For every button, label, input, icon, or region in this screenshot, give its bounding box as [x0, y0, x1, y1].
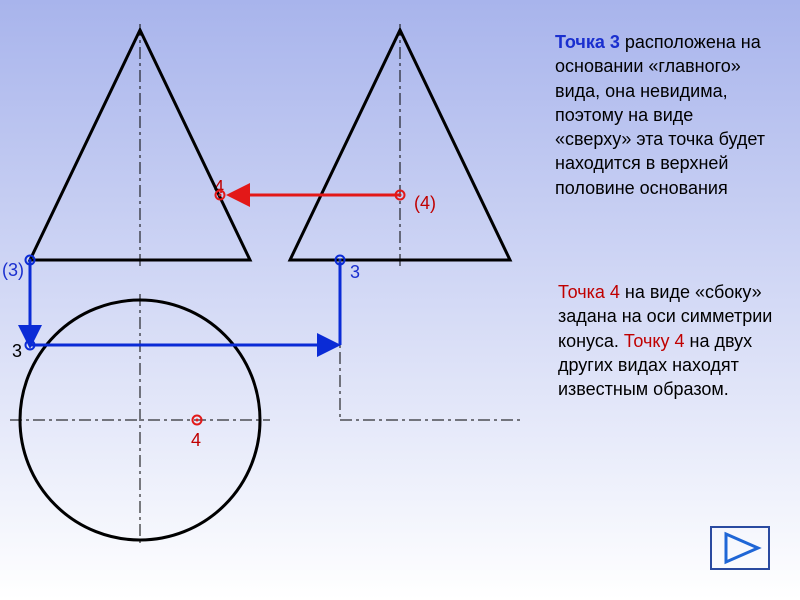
diagram-canvas — [0, 0, 800, 600]
axis-lines — [10, 24, 520, 546]
